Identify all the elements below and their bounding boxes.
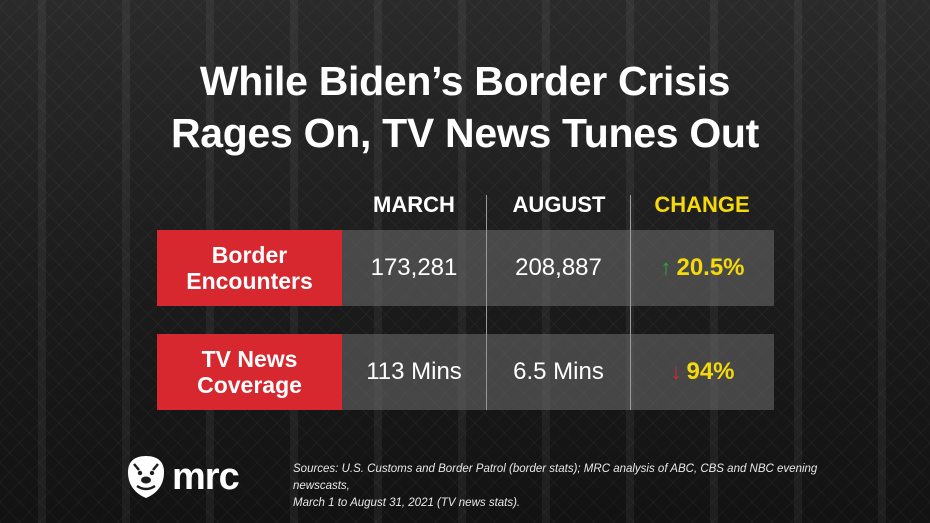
column-header-change: CHANGE	[654, 192, 750, 217]
sources-line-2: March 1 to August 31, 2021 (TV news stat…	[293, 497, 521, 509]
arrow-up-icon: ↑	[660, 255, 672, 280]
row-label-line-2: Encounters	[186, 268, 313, 294]
cell-change: ↑ 20.5%	[631, 230, 774, 306]
table-row-tv-news-coverage: TV News Coverage 113 Mins 6.5 Mins ↓ 94%	[157, 334, 774, 410]
row-label-line-1: TV News	[201, 346, 298, 372]
column-header-march: MARCH	[373, 192, 455, 217]
row-label: Border Encounters	[157, 230, 342, 306]
mrc-logo: mrc	[124, 454, 240, 500]
column-header-august: AUGUST	[512, 192, 606, 217]
sources-line-1: Sources: U.S. Customs and Border Patrol …	[293, 463, 818, 492]
cell-march: 173,281	[342, 230, 486, 306]
logo-text: mrc	[172, 456, 240, 498]
row-label: TV News Coverage	[157, 334, 342, 410]
cell-august: 208,887	[487, 230, 630, 306]
page-title: While Biden’s Border Crisis Rages On, TV…	[0, 55, 930, 159]
cell-august: 6.5 Mins	[487, 334, 630, 410]
row-label-line-1: Border	[211, 242, 288, 268]
column-divider	[486, 195, 487, 410]
change-value: 94%	[686, 358, 735, 385]
column-divider	[630, 195, 631, 410]
title-line-1: While Biden’s Border Crisis	[199, 58, 731, 104]
bulldog-logo-icon	[128, 456, 164, 498]
arrow-down-icon: ↓	[670, 359, 682, 384]
cell-march: 113 Mins	[342, 334, 486, 410]
row-label-line-2: Coverage	[197, 372, 302, 398]
cell-change: ↓ 94%	[631, 334, 774, 410]
title-line-2: Rages On, TV News Tunes Out	[170, 110, 760, 156]
table-row-border-encounters: Border Encounters 173,281 208,887 ↑ 20.5…	[157, 230, 774, 306]
change-value: 20.5%	[676, 254, 745, 281]
sources-note: Sources: U.S. Customs and Border Patrol …	[293, 461, 833, 512]
